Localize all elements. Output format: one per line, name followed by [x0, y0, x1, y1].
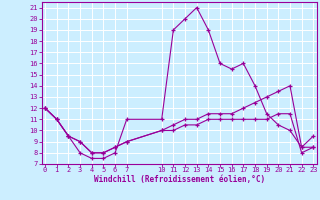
- X-axis label: Windchill (Refroidissement éolien,°C): Windchill (Refroidissement éolien,°C): [94, 175, 265, 184]
